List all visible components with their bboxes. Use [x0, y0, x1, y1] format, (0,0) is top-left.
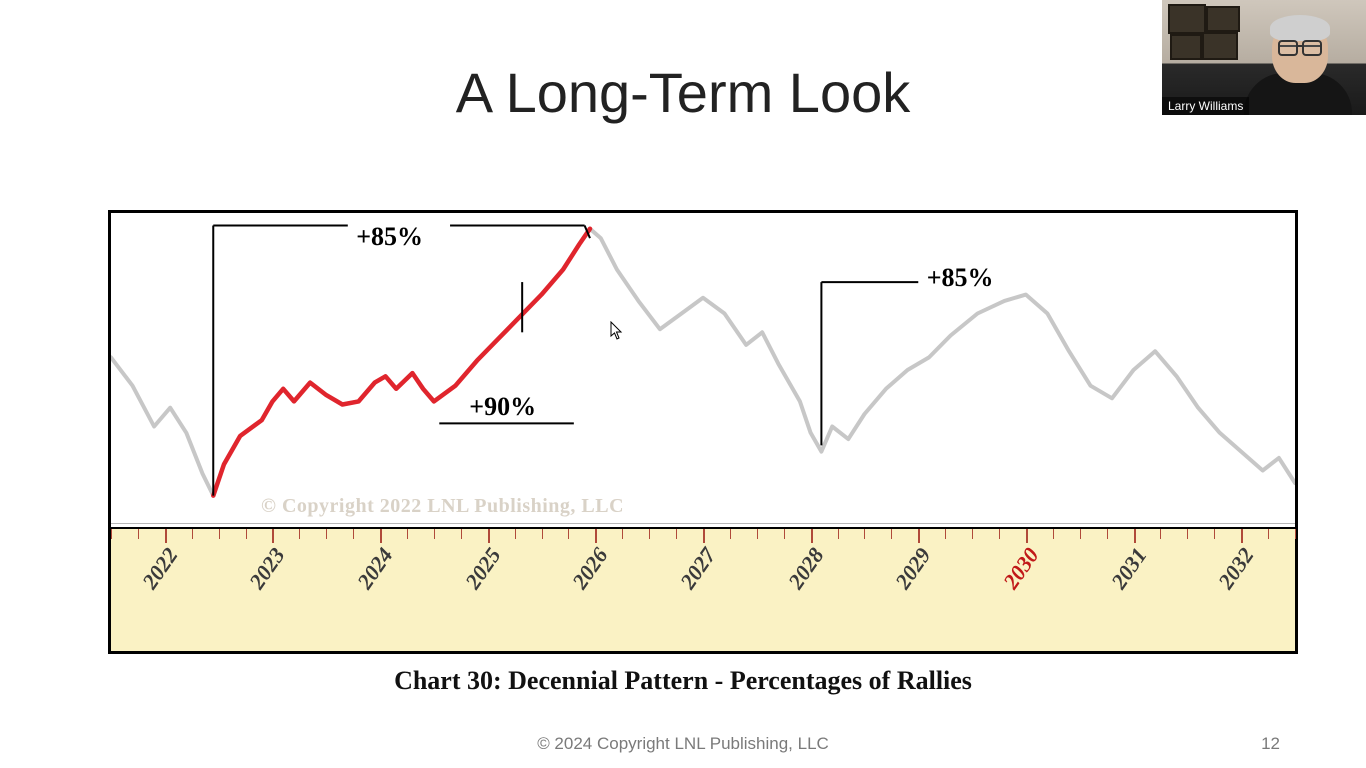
x-tick-minor [461, 529, 462, 539]
x-tick-minor [784, 529, 785, 539]
x-year-label: 2024 [352, 543, 399, 594]
x-tick-major [165, 529, 167, 543]
x-year-label: 2030 [998, 543, 1045, 594]
x-tick-minor [622, 529, 623, 539]
x-tick-minor [353, 529, 354, 539]
x-tick-major [488, 529, 490, 543]
x-year-label: 2023 [244, 543, 291, 594]
x-tick-minor [891, 529, 892, 539]
annotation-right85: +85% [927, 263, 994, 293]
x-year-label: 2028 [783, 543, 830, 594]
x-tick-minor [542, 529, 543, 539]
x-tick-minor [945, 529, 946, 539]
x-tick-minor [568, 529, 569, 539]
x-year-label: 2031 [1106, 543, 1153, 594]
x-tick-minor [326, 529, 327, 539]
chart-caption: Chart 30: Decennial Pattern - Percentage… [0, 666, 1366, 696]
x-tick-minor [649, 529, 650, 539]
plot-area: © Copyright 2022 LNL Publishing, LLC +85… [111, 213, 1295, 527]
x-tick-major [1241, 529, 1243, 543]
x-year-label: 2022 [137, 543, 184, 594]
x-year-label: 2027 [675, 543, 722, 594]
x-tick-minor [111, 529, 112, 539]
x-tick-minor [299, 529, 300, 539]
chart-watermark: © Copyright 2022 LNL Publishing, LLC [261, 495, 624, 518]
annotation-top85: +85% [356, 222, 423, 252]
x-tick-minor [192, 529, 193, 539]
x-tick-major [1026, 529, 1028, 543]
x-tick-minor [1053, 529, 1054, 539]
x-tick-major [595, 529, 597, 543]
footer-copyright: © 2024 Copyright LNL Publishing, LLC [0, 734, 1366, 754]
x-tick-minor [1268, 529, 1269, 539]
x-tick-minor [676, 529, 677, 539]
x-tick-minor [219, 529, 220, 539]
x-tick-minor [407, 529, 408, 539]
x-tick-minor [434, 529, 435, 539]
x-tick-minor [1295, 529, 1296, 539]
x-tick-minor [838, 529, 839, 539]
x-tick-minor [1187, 529, 1188, 539]
x-year-label: 2025 [460, 543, 507, 594]
x-tick-minor [246, 529, 247, 539]
annotation-ninety: +90% [469, 392, 536, 422]
x-tick-major [811, 529, 813, 543]
x-tick-minor [1107, 529, 1108, 539]
page-number: 12 [1261, 734, 1280, 754]
x-tick-minor [972, 529, 973, 539]
webcam-thumbnail: Larry Williams [1162, 0, 1366, 115]
x-tick-minor [999, 529, 1000, 539]
x-year-label: 2032 [1213, 543, 1260, 594]
x-tick-minor [1080, 529, 1081, 539]
x-year-label: 2026 [567, 543, 614, 594]
chart-svg [111, 213, 1295, 527]
x-tick-major [703, 529, 705, 543]
x-tick-minor [730, 529, 731, 539]
x-tick-major [1134, 529, 1136, 543]
x-tick-minor [138, 529, 139, 539]
x-tick-major [272, 529, 274, 543]
chart-frame: © Copyright 2022 LNL Publishing, LLC +85… [108, 210, 1298, 654]
x-axis-band: 2022 2023 2024 2025 2026 2027 2028 2029 2030 2031… [111, 527, 1295, 651]
x-tick-minor [864, 529, 865, 539]
axis-baseline [111, 523, 1295, 524]
x-tick-major [380, 529, 382, 543]
x-tick-minor [1214, 529, 1215, 539]
x-tick-minor [515, 529, 516, 539]
x-year-label: 2029 [890, 543, 937, 594]
x-tick-major [918, 529, 920, 543]
x-tick-minor [757, 529, 758, 539]
webcam-name-label: Larry Williams [1162, 97, 1249, 115]
x-tick-minor [1160, 529, 1161, 539]
